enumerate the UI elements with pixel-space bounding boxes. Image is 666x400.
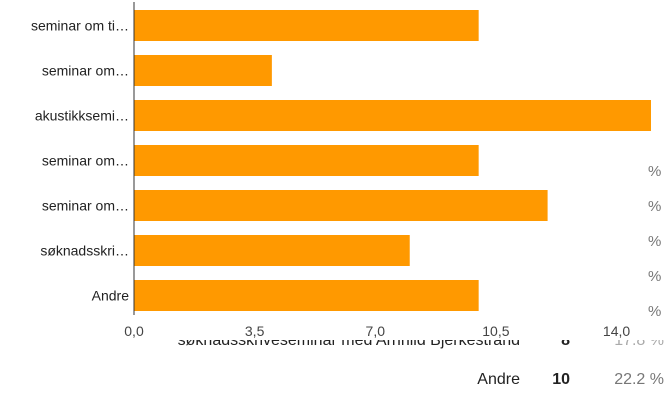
summary-row-partial: søknadsskriveseminar med Arnhild Bjerkes… bbox=[0, 340, 666, 354]
summary-row-pct: 22.2 % bbox=[614, 371, 664, 388]
bar bbox=[134, 145, 479, 176]
summary-row-count: 8 bbox=[561, 340, 570, 349]
summary-row-label: søknadsskriveseminar med Arnhild Bjerkes… bbox=[177, 340, 520, 349]
category-labels: seminar om ti… seminar om… akustikksemi… se… bbox=[31, 18, 129, 304]
bar bbox=[134, 190, 548, 221]
x-tick-labels: 0,0 3,5 7,0 10,5 14,0 bbox=[124, 323, 630, 339]
category-label: søknadsskri… bbox=[40, 243, 129, 259]
bar bbox=[134, 235, 410, 266]
category-label: seminar om… bbox=[42, 153, 129, 169]
pct-symbol: % bbox=[648, 303, 662, 320]
x-tick-label: 0,0 bbox=[124, 323, 144, 339]
pct-symbol: % bbox=[648, 163, 662, 180]
x-tick-label: 10,5 bbox=[482, 323, 509, 339]
category-label: seminar om ti… bbox=[31, 18, 129, 34]
bar-chart: seminar om ti… seminar om… akustikksemi… se… bbox=[31, 2, 651, 339]
summary-row-count: 10 bbox=[552, 371, 570, 388]
summary-row: Andre 10 22.2 % bbox=[0, 371, 666, 395]
bar bbox=[134, 10, 479, 41]
bar bbox=[134, 100, 651, 131]
bar bbox=[134, 55, 272, 86]
category-label: akustikksemi… bbox=[35, 108, 129, 124]
x-tick-label: 3,5 bbox=[245, 323, 265, 339]
summary-row-pct: 17.8 % bbox=[614, 340, 664, 349]
bar bbox=[134, 280, 479, 311]
x-tick-label: 14,0 bbox=[603, 323, 630, 339]
pct-symbol: % bbox=[648, 268, 662, 285]
pct-symbol: % bbox=[648, 233, 662, 250]
pct-symbol: % bbox=[648, 198, 662, 215]
category-label: seminar om… bbox=[42, 63, 129, 79]
category-label: Andre bbox=[92, 288, 130, 304]
chart-bars bbox=[134, 10, 651, 311]
summary-row-label: Andre bbox=[477, 371, 520, 388]
x-tick-label: 7,0 bbox=[366, 323, 386, 339]
category-label: seminar om… bbox=[42, 198, 129, 214]
